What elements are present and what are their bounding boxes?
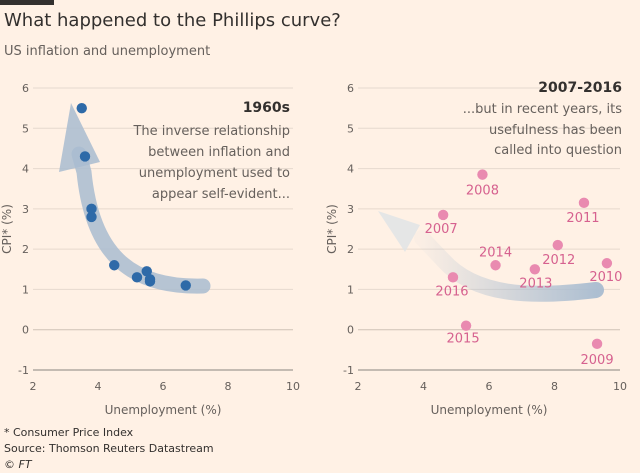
- y-tick-label: -1: [18, 364, 29, 377]
- y-axis-label: CPI* (%): [0, 204, 14, 254]
- point-label-2009: 2009: [581, 353, 614, 368]
- x-axis-label: Unemployment (%): [105, 403, 222, 417]
- data-point-2015: [460, 320, 472, 331]
- data-point-2013: [529, 264, 541, 275]
- y-tick-label: 1: [22, 283, 29, 296]
- y-tick-label: 1: [347, 283, 354, 296]
- annotation-line: The inverse relationship: [132, 124, 290, 139]
- x-tick-label: 2: [355, 380, 362, 393]
- point-label-2010: 2010: [589, 270, 622, 285]
- data-point-2011: [578, 197, 590, 209]
- data-point-1960s: [86, 203, 97, 215]
- trend-arrow-shaft: [414, 230, 604, 302]
- trend-arrow-head: [378, 211, 420, 252]
- chart-title: What happened to the Phillips curve?: [4, 10, 341, 31]
- point-label-2008: 2008: [466, 184, 499, 199]
- point-label-2016: 2016: [435, 284, 468, 299]
- annotation-line: appear self-evident...: [152, 187, 290, 202]
- data-point-2016: [447, 272, 459, 283]
- y-tick-label: 2: [347, 243, 354, 256]
- x-tick-label: 8: [551, 380, 558, 393]
- y-tick-label: 5: [347, 122, 354, 135]
- data-point-1960s: [79, 151, 91, 162]
- data-point-2014: [490, 260, 501, 271]
- data-point-1960s: [180, 280, 191, 291]
- annotation-title: 1960s: [243, 100, 290, 116]
- data-point-1960s: [76, 102, 87, 114]
- chart-panel-2007-2016: -1 0 1 2 3 4 5 6 2 4 6 8 10 Unemployment (%) CPI* (%) 2…: [325, 80, 627, 417]
- x-tick-label: 10: [286, 380, 300, 393]
- annotation-line: called into question: [494, 143, 622, 158]
- data-point-2010: [601, 258, 613, 269]
- data-point-1960s: [86, 211, 97, 223]
- y-tick-label: 2: [22, 243, 29, 256]
- data-point-2007: [437, 209, 449, 221]
- trend-arrow-head: [59, 103, 100, 172]
- y-tick-label: 5: [22, 122, 29, 135]
- data-point-1960s: [131, 272, 143, 283]
- annotation-title: 2007-2016: [538, 80, 622, 96]
- x-tick-label: 2: [30, 380, 37, 393]
- chart-panel-1960s: -1 0 1 2 3 4 5 6 2 4 6 8 10 Unemployment (%) CPI* (%) 1…: [0, 82, 300, 417]
- y-tick-label: 3: [22, 203, 29, 216]
- data-point-2012: [552, 239, 563, 251]
- x-tick-label: 6: [160, 380, 167, 393]
- data-point-2008: [477, 169, 488, 180]
- point-label-2012: 2012: [542, 253, 575, 268]
- point-label-2015: 2015: [447, 332, 480, 347]
- copyright: © FT: [4, 458, 32, 471]
- y-tick-label: 4: [347, 163, 354, 176]
- data-point-1960s: [144, 276, 156, 287]
- y-tick-label: -1: [343, 364, 354, 377]
- y-axis-label: CPI* (%): [325, 204, 339, 254]
- y-tick-label: 6: [22, 82, 29, 95]
- x-tick-label: 4: [420, 380, 427, 393]
- y-tick-label: 0: [347, 324, 354, 337]
- source-note: Source: Thomson Reuters Datastream: [4, 442, 214, 455]
- annotation-line: unemployment used to: [139, 166, 290, 181]
- x-tick-label: 4: [95, 380, 102, 393]
- point-label-2011: 2011: [566, 211, 599, 226]
- x-axis-label: Unemployment (%): [431, 403, 548, 417]
- annotation-line: usefulness has been: [489, 123, 622, 138]
- data-point-1960s: [109, 260, 120, 271]
- x-tick-label: 10: [613, 380, 627, 393]
- point-label-2007: 2007: [425, 222, 458, 237]
- data-point-1960s: [141, 266, 152, 277]
- y-tick-label: 0: [22, 324, 29, 337]
- point-label-2013: 2013: [519, 276, 552, 291]
- y-tick-label: 4: [22, 163, 29, 176]
- x-tick-label: 8: [225, 380, 232, 393]
- point-label-2014: 2014: [479, 245, 512, 260]
- x-tick-label: 6: [486, 380, 493, 393]
- data-point-2009: [591, 338, 603, 350]
- y-tick-label: 6: [347, 82, 354, 95]
- trend-arrow-shaft: [71, 146, 211, 294]
- y-tick-label: 3: [347, 203, 354, 216]
- annotation-line: between inflation and: [148, 145, 290, 160]
- annotation-line: ...but in recent years, its: [463, 102, 623, 117]
- ft-top-bar: [0, 0, 54, 5]
- chart-subtitle: US inflation and unemployment: [4, 44, 211, 59]
- footnote: * Consumer Price Index: [4, 426, 134, 439]
